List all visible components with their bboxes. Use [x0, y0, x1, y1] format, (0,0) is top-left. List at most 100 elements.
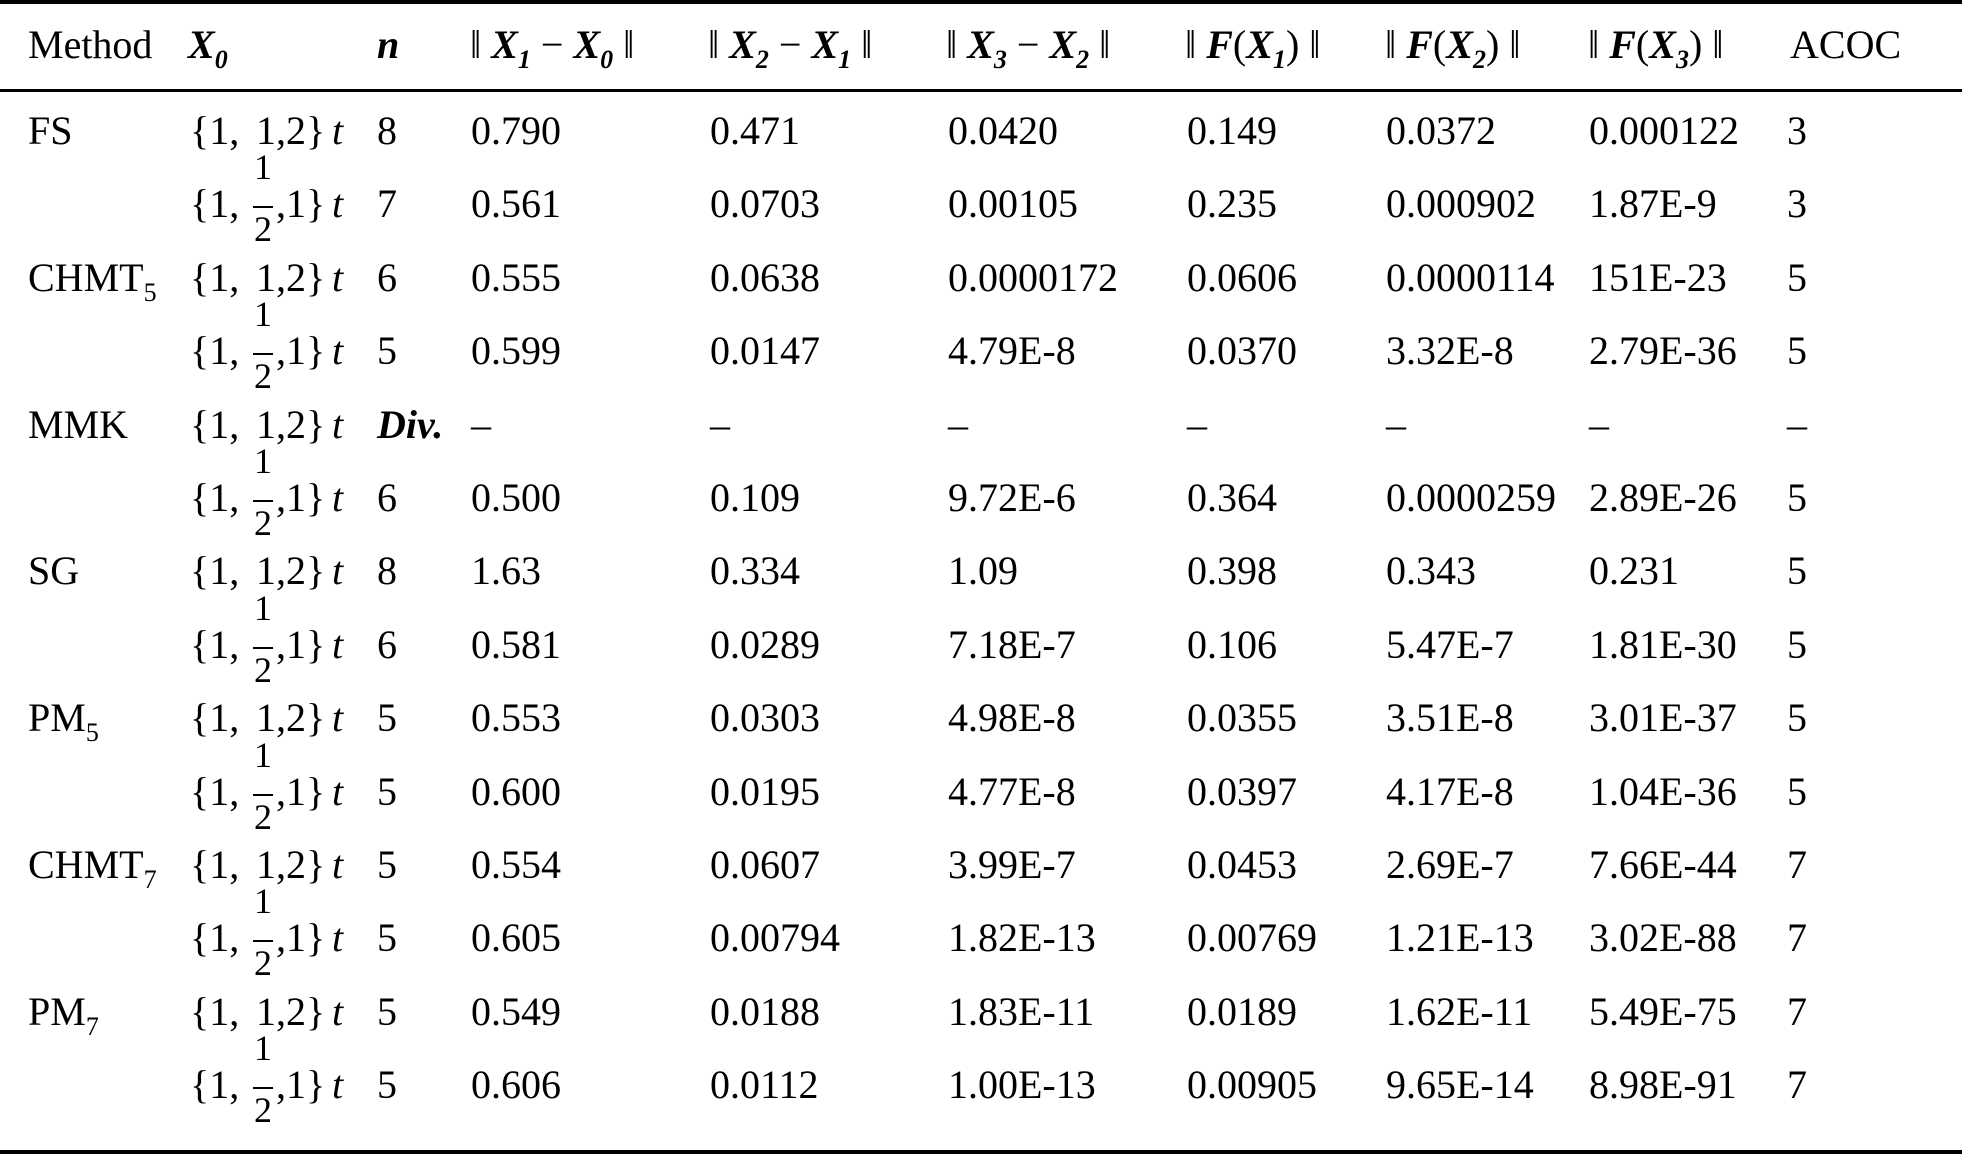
- cell-acoc: –: [1787, 402, 1807, 447]
- cell-method: FS: [28, 108, 73, 154]
- cell-diff-x3-x2: 0.0420: [948, 108, 1058, 153]
- cell-diff-x2-x1: 0.0112: [710, 1062, 819, 1107]
- x0-transpose: t: [332, 328, 344, 373]
- x0-close: ,1}: [276, 181, 326, 226]
- cell-method: CHMT5: [28, 255, 157, 316]
- cell-diff-x2-x1: 0.0303: [710, 695, 820, 740]
- x0-open: {1,: [190, 475, 240, 520]
- cell-norm-f-x3: 7.66E-44: [1589, 842, 1737, 887]
- x0-close: ,1}: [276, 1062, 326, 1107]
- cell-diff-x3-x2: 1.09: [948, 548, 1018, 593]
- x0-open: {1,: [190, 989, 240, 1034]
- cell-n: 5: [377, 989, 397, 1034]
- cell-diff-x3-x2: 0.0000172: [948, 255, 1118, 300]
- x0-fraction-bar: [253, 206, 273, 208]
- cell-method: PM5: [28, 695, 99, 756]
- cell-diff-x1-x0: 0.581: [471, 622, 561, 667]
- cell-norm-f-x1: 0.0189: [1187, 989, 1297, 1034]
- cell-norm-f-x2: 0.343: [1386, 548, 1476, 593]
- cell-norm-f-x1: –: [1187, 402, 1207, 447]
- cell-method: CHMT7: [28, 842, 157, 903]
- cell-diff-x1-x0: 1.63: [471, 548, 541, 593]
- x0-transpose: t: [332, 915, 344, 960]
- cell-acoc: 7: [1787, 842, 1807, 887]
- cell-diff-x2-x1: 0.0147: [710, 328, 820, 373]
- cell-norm-f-x3: 3.02E-88: [1589, 915, 1737, 960]
- x0-transpose: t: [332, 989, 344, 1034]
- x0-close: ,2}: [276, 695, 326, 740]
- x0-close: ,1}: [276, 622, 326, 667]
- cell-norm-f-x3: 1.87E-9: [1589, 181, 1717, 226]
- cell-norm-f-x2: 3.51E-8: [1386, 695, 1514, 740]
- x0-transpose: t: [332, 842, 344, 887]
- cell-diff-x2-x1: 0.109: [710, 475, 800, 520]
- cell-x0: {1, 1,2} t: [190, 402, 370, 452]
- x0-close: ,2}: [276, 548, 326, 593]
- cell-norm-f-x2: 0.000902: [1386, 181, 1536, 226]
- x0-fraction-denominator: 2: [254, 1090, 272, 1130]
- table-bottom-rule: [0, 1150, 1962, 1154]
- x0-fraction-numerator: 1: [254, 294, 272, 334]
- cell-acoc: 5: [1787, 255, 1807, 300]
- cell-norm-f-x3: –: [1589, 402, 1609, 447]
- x0-fraction-numerator: 1: [254, 588, 272, 628]
- header-norm-f-x3: ‖ F(X3) ‖: [1588, 22, 1724, 74]
- x0-fraction-bar: [253, 353, 273, 355]
- cell-x0: {1, 1,2} t: [190, 989, 370, 1039]
- x0-open: {1,: [190, 402, 240, 447]
- header-acoc: ACOC: [1790, 22, 1902, 67]
- cell-norm-f-x2: 1.21E-13: [1386, 915, 1534, 960]
- cell-acoc: 7: [1787, 1062, 1807, 1107]
- cell-x0: {1, 1 2,1} t: [190, 590, 370, 688]
- x0-fraction-bar: [253, 1087, 273, 1089]
- cell-acoc: 7: [1787, 989, 1807, 1034]
- header-diff-x3-x2: ‖ X3 − X2 ‖: [946, 22, 1111, 74]
- cell-diff-x3-x2: 3.99E-7: [948, 842, 1076, 887]
- cell-n: 5: [377, 842, 397, 887]
- cell-norm-f-x1: 0.364: [1187, 475, 1277, 520]
- x0-transpose: t: [332, 108, 344, 153]
- x0-transpose: t: [332, 475, 344, 520]
- header-method: Method: [28, 22, 153, 67]
- cell-n: 5: [377, 328, 397, 373]
- cell-norm-f-x1: 0.0453: [1187, 842, 1297, 887]
- x0-fraction-bar: [253, 794, 273, 796]
- x0-fraction-denominator: 2: [254, 797, 272, 837]
- cell-norm-f-x3: 5.49E-75: [1589, 989, 1737, 1034]
- x0-close: ,2}: [276, 842, 326, 887]
- method-name: PM: [28, 695, 86, 740]
- x0-open: {1,: [190, 255, 240, 300]
- x0-fraction-numerator: 1: [254, 147, 272, 187]
- cell-norm-f-x2: 2.69E-7: [1386, 842, 1514, 887]
- cell-diff-x3-x2: 1.82E-13: [948, 915, 1096, 960]
- cell-norm-f-x1: 0.235: [1187, 181, 1277, 226]
- x0-open: {1,: [190, 622, 240, 667]
- cell-x0: {1, 1 2,1} t: [190, 1030, 370, 1128]
- cell-diff-x2-x1: 0.0607: [710, 842, 820, 887]
- cell-norm-f-x2: 1.62E-11: [1386, 989, 1533, 1034]
- cell-x0: {1, 1,2} t: [190, 842, 370, 892]
- x0-open: {1,: [190, 695, 240, 740]
- method-name: MMK: [28, 402, 129, 447]
- cell-n: 5: [377, 695, 397, 740]
- cell-n: 8: [377, 548, 397, 593]
- x0-middle: 1: [256, 255, 276, 300]
- cell-n: 8: [377, 108, 397, 153]
- cell-x0: {1, 1 2,1} t: [190, 883, 370, 981]
- cell-norm-f-x1: 0.0370: [1187, 328, 1297, 373]
- x0-close: ,2}: [276, 108, 326, 153]
- cell-diff-x3-x2: 1.00E-13: [948, 1062, 1096, 1107]
- cell-diff-x1-x0: 0.554: [471, 842, 561, 887]
- cell-norm-f-x3: 0.000122: [1589, 108, 1739, 153]
- cell-acoc: 7: [1787, 915, 1807, 960]
- method-name: CHMT: [28, 842, 144, 887]
- x0-open: {1,: [190, 842, 240, 887]
- cell-method: SG: [28, 548, 79, 594]
- header-diff-x1-x0: ‖ X1 − X0 ‖: [470, 22, 635, 74]
- cell-norm-f-x3: 0.231: [1589, 548, 1679, 593]
- cell-diff-x1-x0: 0.500: [471, 475, 561, 520]
- x0-open: {1,: [190, 548, 240, 593]
- cell-norm-f-x2: 4.17E-8: [1386, 769, 1514, 814]
- x0-close: ,1}: [276, 769, 326, 814]
